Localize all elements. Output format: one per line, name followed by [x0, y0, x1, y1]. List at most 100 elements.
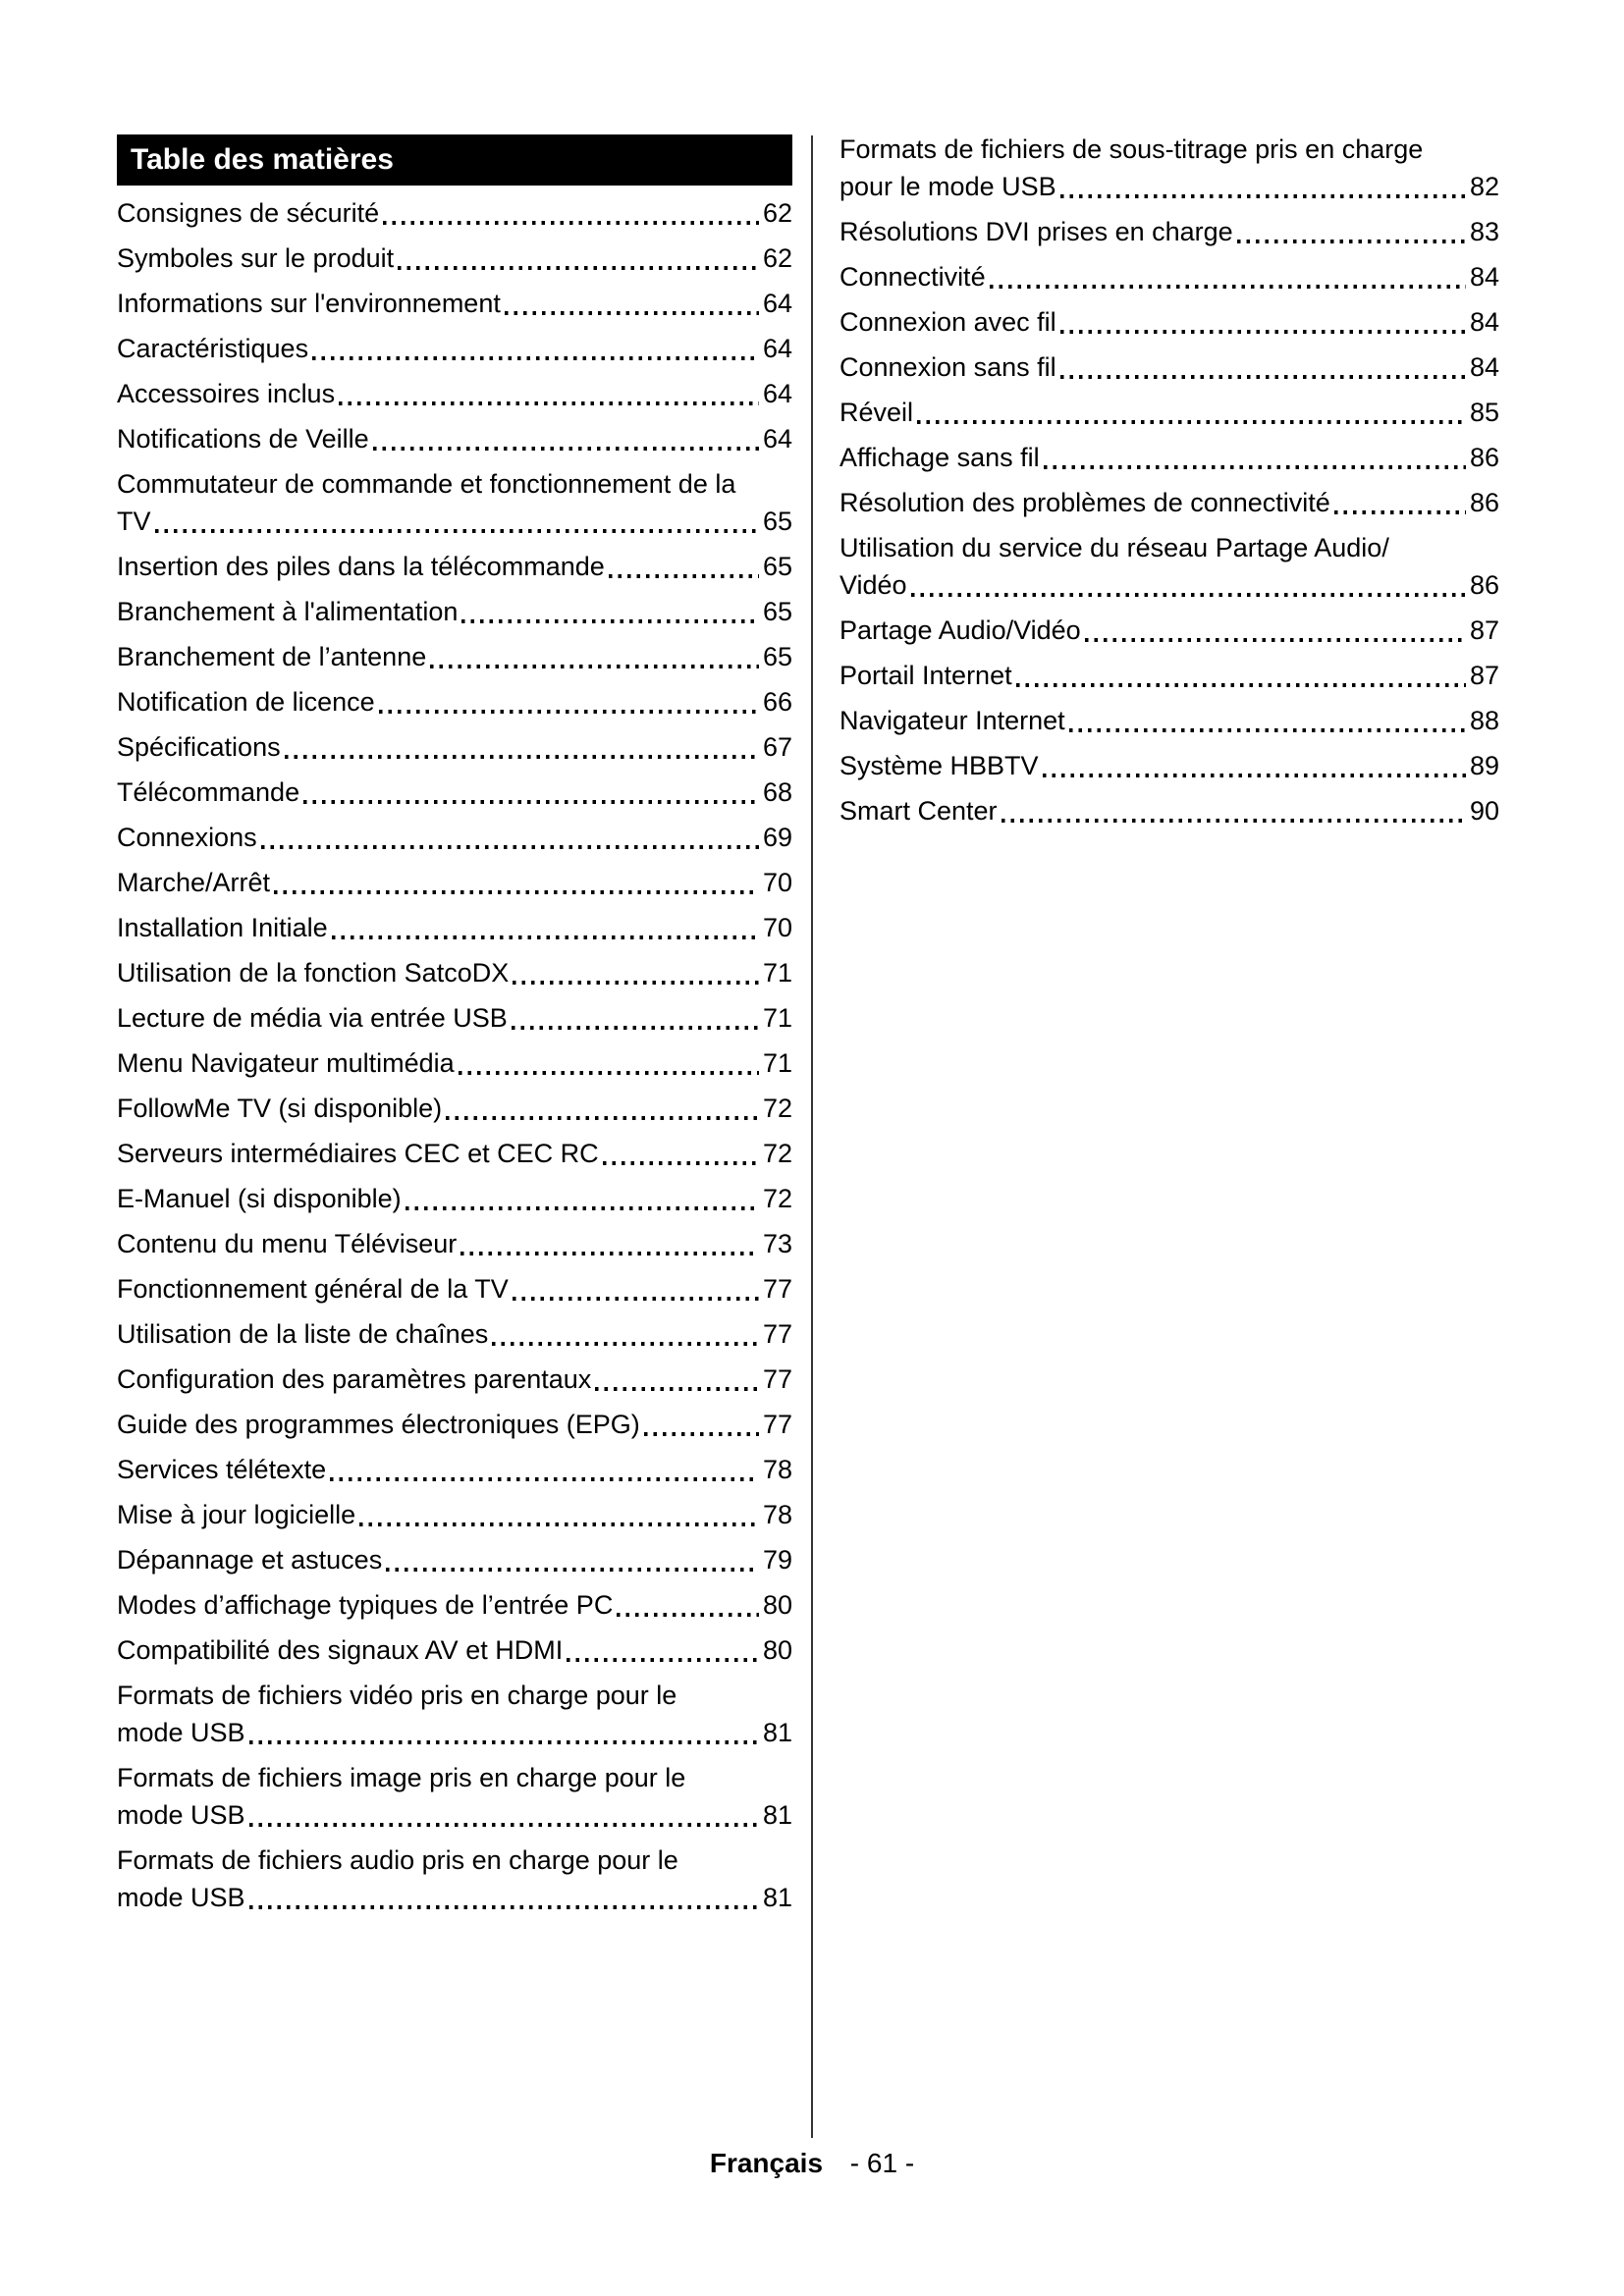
toc-header-bar: Table des matières: [117, 134, 792, 186]
toc-entry: Système HBBTV 89: [839, 747, 1499, 784]
toc-entry: Réveil 85: [839, 394, 1499, 431]
dot-leader: [446, 1116, 759, 1120]
dot-leader: [386, 1568, 759, 1572]
toc-entry-row: Connexion sans fil 84: [839, 348, 1499, 386]
toc-entry-row: Symboles sur le produit 62: [117, 240, 792, 277]
toc-entry-label: E-Manuel (si disponible): [117, 1184, 402, 1213]
toc-entry-label: Fonctionnement général de la TV: [117, 1274, 509, 1304]
toc-entry-page-number: 72: [762, 1184, 792, 1213]
toc-entry-row: Dépannage et astuces 79: [117, 1541, 792, 1578]
toc-entry-page-number: 77: [762, 1319, 792, 1349]
toc-entry-page-number: 65: [762, 552, 792, 581]
dot-leader: [331, 935, 759, 939]
dot-leader: [248, 1905, 759, 1909]
toc-entry-label: Connexions: [117, 823, 257, 852]
toc-entry-row: Consignes de sécurité 62: [117, 194, 792, 232]
toc-entry-page-number: 87: [1469, 661, 1499, 690]
dot-leader: [274, 890, 759, 894]
toc-entry: Portail Internet 87: [839, 657, 1499, 694]
toc-entry: Connexion sans fil 84: [839, 348, 1499, 386]
toc-entry-page-number: 62: [762, 243, 792, 273]
dot-leader: [372, 447, 759, 451]
toc-entry-page-number: 71: [762, 1048, 792, 1078]
toc-entry: Mise à jour logicielle 78: [117, 1496, 792, 1533]
toc-entry: Contenu du menu Téléviseur 73: [117, 1225, 792, 1262]
toc-entry: Connexion avec fil 84: [839, 303, 1499, 341]
toc-entry-row: TV 65: [117, 503, 792, 540]
toc-entry-page-number: 68: [762, 777, 792, 807]
dot-leader: [1059, 330, 1466, 334]
toc-entry-page-number: 78: [762, 1500, 792, 1529]
toc-entry: Notification de licence 66: [117, 683, 792, 721]
toc-entry: Configuration des paramètres parentaux 77: [117, 1361, 792, 1398]
toc-entry: Accessoires inclus 64: [117, 375, 792, 412]
toc-entry-label-line2: mode USB: [117, 1718, 245, 1747]
toc-entry-label: Menu Navigateur multimédia: [117, 1048, 455, 1078]
toc-entry-row: Caractéristiques 64: [117, 330, 792, 367]
toc-entry: Formats de fichiers audio pris en charge…: [117, 1842, 792, 1916]
toc-entry-page-number: 81: [762, 1883, 792, 1912]
toc-entry-page-number: 82: [1469, 172, 1499, 201]
toc-entry: Navigateur Internet 88: [839, 702, 1499, 739]
toc-entry-row: Insertion des piles dans la télécommande…: [117, 548, 792, 585]
toc-entry: Dépannage et astuces 79: [117, 1541, 792, 1578]
toc-entry-page-number: 86: [1469, 443, 1499, 472]
toc-entry: Guide des programmes électroniques (EPG)…: [117, 1406, 792, 1443]
toc-entry: Insertion des piles dans la télécommande…: [117, 548, 792, 585]
dot-leader: [312, 356, 759, 360]
dot-leader: [398, 266, 759, 270]
toc-entry-row: E-Manuel (si disponible) 72: [117, 1180, 792, 1217]
toc-entry-label: Mise à jour logicielle: [117, 1500, 356, 1529]
dot-leader: [248, 1823, 759, 1827]
toc-entry-row: Connectivité 84: [839, 258, 1499, 295]
toc-entry: Caractéristiques 64: [117, 330, 792, 367]
toc-entry-row: Smart Center 90: [839, 792, 1499, 829]
toc-entry-row: Système HBBTV 89: [839, 747, 1499, 784]
toc-entry-row: pour le mode USB 82: [839, 168, 1499, 205]
toc-entry-row: Connexion avec fil 84: [839, 303, 1499, 341]
toc-entry: Partage Audio/Vidéo 87: [839, 612, 1499, 649]
toc-entry: Installation Initiale 70: [117, 909, 792, 946]
dot-leader: [383, 221, 759, 225]
toc-entry-label: Réveil: [839, 398, 914, 427]
toc-entry-label-line1: Utilisation du service du réseau Partage…: [839, 533, 1389, 562]
toc-entry-label-line1: Commutateur de commande et fonctionnemen…: [117, 469, 736, 499]
dot-leader: [492, 1342, 759, 1346]
toc-entry-page-number: 90: [1469, 796, 1499, 826]
toc-entry-row: Résolutions DVI prises en charge 83: [839, 213, 1499, 250]
dot-leader: [303, 800, 759, 804]
toc-entry-row: Marche/Arrêt 70: [117, 864, 792, 901]
toc-entry-label-line2: pour le mode USB: [839, 172, 1056, 201]
toc-entry-row: Navigateur Internet 88: [839, 702, 1499, 739]
toc-entry-label: Branchement à l'alimentation: [117, 597, 459, 626]
dot-leader: [260, 845, 759, 849]
toc-entry-page-number: 84: [1469, 262, 1499, 292]
dot-leader: [339, 401, 759, 405]
toc-entry-label: Marche/Arrêt: [117, 868, 271, 897]
toc-left-column: Table des matières Consignes de sécurité…: [117, 134, 792, 1924]
toc-entry-page-number: 84: [1469, 307, 1499, 337]
dot-leader: [378, 710, 759, 714]
toc-entry-label: Connectivité: [839, 262, 986, 292]
dot-leader: [1059, 194, 1466, 198]
toc-entry: Spécifications 67: [117, 728, 792, 766]
toc-entry-label: Contenu du menu Téléviseur: [117, 1229, 458, 1258]
toc-entry-label-line2: TV: [117, 507, 151, 536]
dot-leader: [405, 1206, 759, 1210]
toc-entry-label: Symboles sur le produit: [117, 243, 395, 273]
toc-entry-page-number: 77: [762, 1410, 792, 1439]
toc-entry-row: Résolution des problèmes de connectivité…: [839, 484, 1499, 521]
dot-leader: [359, 1522, 759, 1526]
toc-entry-page-number: 79: [762, 1545, 792, 1575]
toc-entry: Notifications de Veille 64: [117, 420, 792, 457]
toc-entry: Consignes de sécurité 62: [117, 194, 792, 232]
toc-entry-row: Spécifications 67: [117, 728, 792, 766]
dot-leader: [910, 593, 1466, 597]
toc-entry-page-number: 64: [762, 424, 792, 454]
toc-entry: Informations sur l'environnement 64: [117, 285, 792, 322]
toc-entry-page-number: 83: [1469, 217, 1499, 246]
toc-entry-label: Smart Center: [839, 796, 998, 826]
toc-entry-page-number: 66: [762, 687, 792, 717]
toc-entry-row: Réveil 85: [839, 394, 1499, 431]
toc-entries-right: Formats de fichiers de sous-titrage pris…: [839, 131, 1499, 829]
